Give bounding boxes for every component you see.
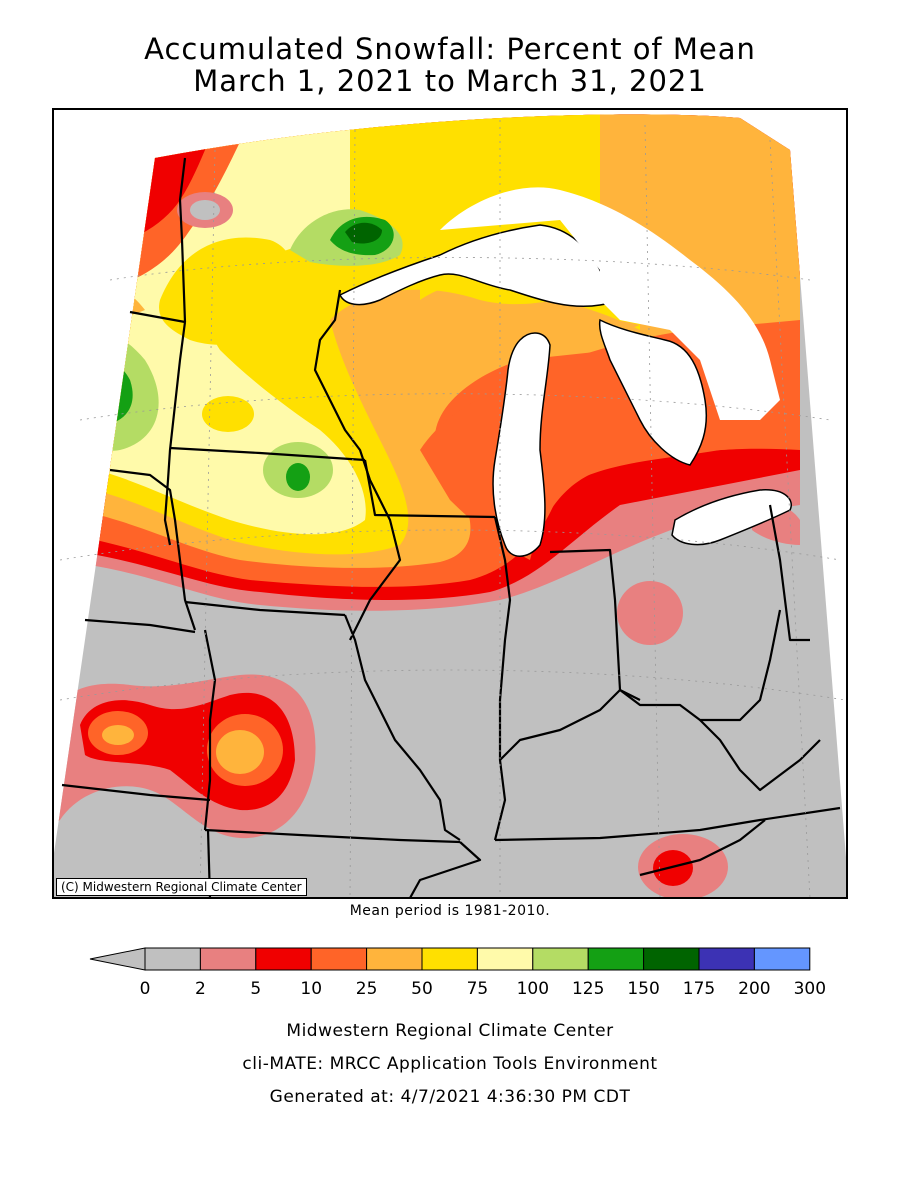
legend-tick-label: 75 [467,979,489,999]
legend-bin [144,947,201,971]
legend-tick-label: 300 [794,979,826,999]
legend-bin [587,947,645,971]
legend-tick-label: 125 [572,979,604,999]
map-date-range: March 1, 2021 to March 31, 2021 [193,64,707,98]
legend-bin [366,947,423,971]
legend-bin [310,947,368,971]
mean-period-note: Mean period is 1981-2010. [349,903,551,919]
legend-bin [753,947,811,971]
legend-low-arrow [89,947,146,971]
lake-erie [671,489,792,546]
map-credit: (C) Midwestern Regional Climate Center [56,878,307,896]
legend-tick-label: 50 [411,979,433,999]
legend-tick-label: 0 [140,979,151,999]
legend-tick-label: 100 [517,979,549,999]
legend-tick-label: 10 [300,979,322,999]
legend-bin [199,947,257,971]
legend-tick-label: 2 [195,979,206,999]
legend-tick-label: 25 [356,979,378,999]
lake-michigan [492,332,551,557]
map-title: Accumulated Snowfall: Percent of Mean [144,32,756,66]
graticule [59,120,846,898]
legend-bin [255,947,312,971]
legend-bin [698,947,755,971]
footer-app: cli-MATE: MRCC Application Tools Environ… [242,1054,658,1074]
legend-tick-label: 175 [683,979,715,999]
legend-tick-label: 150 [627,979,659,999]
footer-generated: Generated at: 4/7/2021 4:36:30 PM CDT [269,1087,631,1107]
great-lakes [338,187,792,557]
legend-tick-label: 5 [250,979,261,999]
lake-huron [598,318,708,466]
legend-bin [421,947,478,971]
legend-tick-label: 200 [738,979,770,999]
state-borders [61,157,841,898]
legend-bin [476,947,534,971]
map-frame [52,108,848,899]
legend-bin [532,947,589,971]
footer-org: Midwestern Regional Climate Center [286,1021,614,1041]
canada-land [440,187,780,420]
legend-bin [643,947,700,971]
